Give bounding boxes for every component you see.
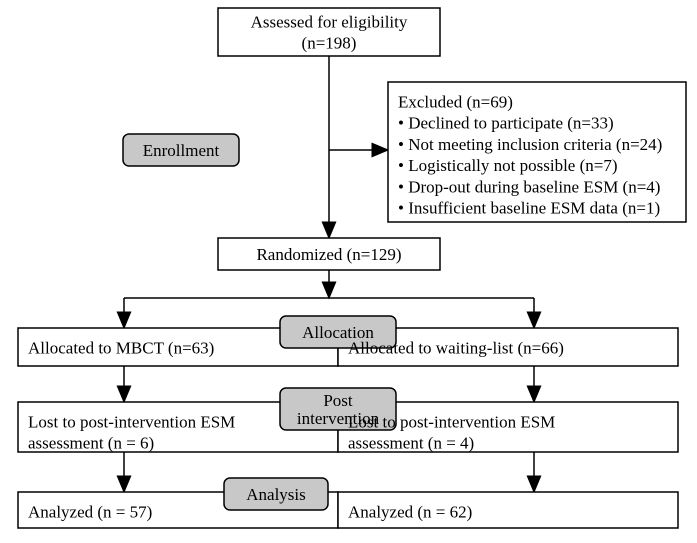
box-post_left-line: Lost to post-intervention ESM <box>28 412 235 431</box>
box-excluded-line: • Declined to participate (n=33) <box>398 114 614 133</box>
box-randomized-line: Randomized (n=129) <box>256 245 401 264</box>
box-post_right-line: Lost to post-intervention ESM <box>348 412 555 431</box>
box-an_left-line: Analyzed (n = 57) <box>28 502 152 521</box>
stage-analysis-label: Analysis <box>246 485 306 504</box>
box-an_right-line: Analyzed (n = 62) <box>348 502 472 521</box>
box-excluded-line: • Logistically not possible (n=7) <box>398 156 618 175</box>
box-excluded-line: Excluded (n=69) <box>398 92 513 111</box>
stage-enrollment-label: Enrollment <box>143 141 220 160</box>
box-post_left-line: assessment (n = 6) <box>28 434 154 453</box>
box-assessed-line: Assessed for eligibility <box>251 12 408 31</box>
stage-post-label: Post <box>323 391 353 410</box>
box-excluded-line: • Not meeting inclusion criteria (n=24) <box>398 135 662 154</box>
box-excluded-line: • Insufficient baseline ESM data (n=1) <box>398 199 660 218</box>
box-post_right-line: assessment (n = 4) <box>348 434 474 453</box>
box-excluded-line: • Drop-out during baseline ESM (n=4) <box>398 177 660 196</box>
consort-flowchart: EnrollmentAllocationPostinterventionAnal… <box>0 0 697 543</box>
stages-layer: EnrollmentAllocationPostinterventionAnal… <box>123 134 396 510</box>
box-alloc_left-line: Allocated to MBCT (n=63) <box>28 338 214 357</box>
box-alloc_right-line: Allocated to waiting-list (n=66) <box>348 338 564 357</box>
box-assessed-line: (n=198) <box>302 34 357 53</box>
